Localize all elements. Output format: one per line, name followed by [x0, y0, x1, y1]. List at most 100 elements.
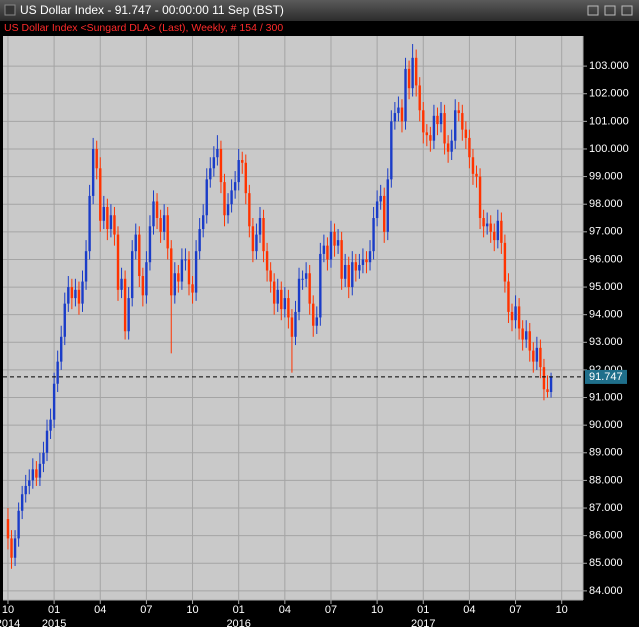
candle-body	[127, 298, 130, 332]
candle-body	[521, 328, 524, 340]
candle-body	[414, 57, 418, 86]
candle-body	[464, 129, 468, 138]
y-tick-label: 96.000	[589, 253, 623, 265]
x-tick-label: 10	[556, 604, 568, 616]
candle-body	[187, 259, 191, 285]
candle-body	[31, 469, 35, 481]
candle-body	[269, 270, 272, 282]
candle-body	[131, 251, 134, 299]
axis-labels: 84.000 85.000 86.000 87.000 88.000 89.000 90.0…	[0, 36, 629, 627]
x-tick-label: 01	[233, 604, 245, 616]
window-buttons[interactable]	[587, 5, 633, 16]
candle-body	[326, 245, 329, 260]
candle-body	[422, 110, 425, 133]
candle-body	[482, 218, 485, 227]
candle-body	[20, 494, 24, 511]
candle-body	[241, 160, 244, 163]
candle-body	[10, 538, 13, 558]
candle-body	[106, 206, 109, 230]
candle-body	[162, 215, 166, 232]
candle-body	[173, 273, 176, 296]
candle-body	[56, 361, 59, 384]
y-tick-label: 87.000	[589, 502, 623, 514]
candle-body	[6, 519, 10, 539]
x-tick-label: 07	[140, 604, 152, 616]
candle-body	[52, 383, 56, 420]
candle-body	[336, 240, 340, 246]
candle-body	[443, 113, 446, 144]
candle-body	[216, 148, 219, 158]
candle-body	[102, 206, 106, 221]
candle-body	[329, 231, 333, 260]
chart-subtitle: US Dollar Index <Sungard DLA> (Last), We…	[4, 22, 283, 34]
candle-body	[258, 218, 262, 235]
candle-body	[450, 140, 453, 152]
candle-body	[290, 317, 294, 337]
candle-body	[489, 223, 492, 232]
x-tick-label: 04	[463, 604, 475, 616]
candle-body	[120, 278, 123, 290]
y-tick-label: 95.000	[589, 281, 623, 293]
last-price-box	[585, 369, 627, 384]
candle-body	[510, 311, 514, 321]
candle-body	[383, 195, 386, 232]
candle-body	[272, 281, 276, 304]
candle-body	[308, 273, 311, 304]
candle-body	[375, 201, 379, 219]
candle-body	[280, 289, 283, 310]
candle-body	[390, 121, 393, 180]
x-tick-label: 10	[186, 604, 198, 616]
candle-body	[276, 289, 279, 304]
candle-body	[84, 251, 88, 282]
candle-body	[546, 389, 549, 393]
candle-body	[148, 226, 152, 263]
year-label: 2015	[42, 618, 66, 627]
candle-body	[368, 251, 372, 263]
candle-body	[386, 179, 389, 232]
candle-body	[223, 182, 226, 216]
y-tick-label: 94.000	[589, 309, 623, 321]
candle-body	[145, 262, 148, 296]
candle-body	[493, 231, 496, 241]
candle-body	[141, 276, 145, 296]
candle-body	[194, 251, 198, 293]
candle-body	[503, 242, 507, 282]
candle-body	[42, 452, 45, 464]
year-label: 2017	[411, 618, 435, 627]
y-tick-label: 102.000	[589, 88, 629, 100]
candle-body	[230, 190, 233, 205]
candle-body	[95, 148, 98, 169]
candle-body	[429, 135, 432, 141]
candle-body	[91, 148, 95, 196]
candle-body	[233, 182, 237, 191]
y-tick-label: 88.000	[589, 474, 623, 486]
candle-body	[248, 193, 251, 227]
x-tick-label: 07	[325, 604, 337, 616]
candle-body	[322, 245, 326, 254]
candle-body	[155, 201, 159, 219]
candle-body	[35, 469, 38, 478]
y-tick-label: 89.000	[589, 447, 623, 459]
candle-body	[436, 115, 439, 125]
candle-body	[283, 298, 287, 310]
candle-body	[159, 218, 162, 232]
y-tick-label: 99.000	[589, 170, 623, 182]
candle-body	[265, 251, 269, 271]
candle-body	[170, 248, 173, 296]
candle-body	[525, 331, 528, 340]
candle-body	[411, 57, 414, 89]
x-tick-label: 07	[509, 604, 521, 616]
candle-body	[425, 132, 429, 136]
candle-body	[191, 284, 194, 293]
candle-body	[379, 195, 382, 202]
candle-body	[333, 231, 336, 246]
candle-body	[532, 350, 535, 362]
candle-body	[219, 148, 223, 183]
candle-body	[393, 113, 397, 122]
candle-body	[365, 259, 368, 263]
candle-body	[475, 173, 478, 177]
y-tick-label: 86.000	[589, 530, 623, 542]
candle-body	[397, 107, 400, 114]
x-tick-label: 04	[94, 604, 106, 616]
